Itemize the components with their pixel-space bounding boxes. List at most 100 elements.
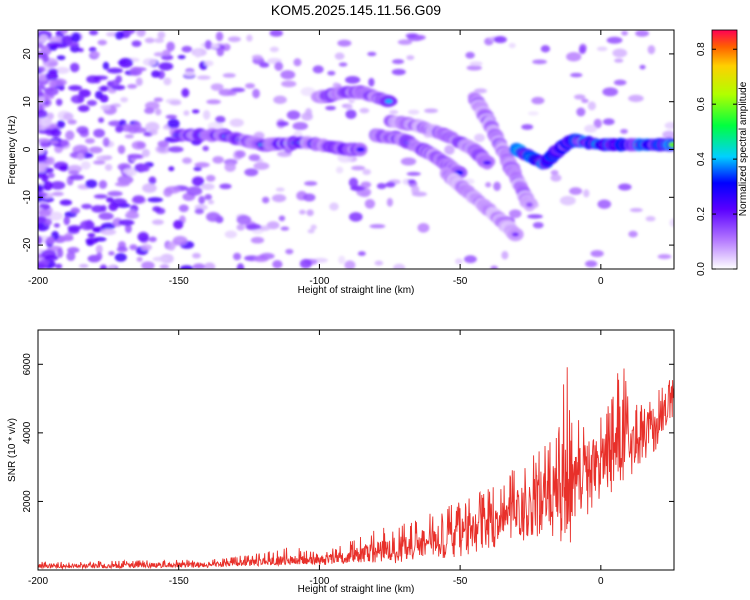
heatmap-cell [581,98,589,103]
heatmap-cell [99,264,108,269]
heatmap-cell [367,51,377,57]
heatmap-cell [97,39,108,46]
heatmap-cell [141,164,150,172]
heatmap-cell [245,83,256,89]
heatmap-cell [612,48,628,58]
x-tick-label: -200 [28,276,48,287]
heatmap-cell [345,105,353,110]
heatmap-cell [186,186,203,196]
heatmap-cell [137,231,149,242]
heatmap-cell [38,184,44,193]
heatmap-cell [483,160,492,165]
heatmap-cell [135,77,143,87]
heatmap-ridge [509,133,674,170]
heatmap-ridge [172,128,368,157]
heatmap-ridges [172,85,674,242]
heatmap-cell [329,202,339,211]
heatmap-cell [573,94,586,100]
heatmap-cell [406,171,421,176]
heatmap-cell [78,89,91,98]
heatmap-cell [621,30,628,36]
heatmap-cell [261,196,270,204]
heatmap-cell [566,52,582,62]
heatmap-cell [602,87,619,97]
heatmap-cell [152,206,162,212]
heatmap-cell [374,260,384,266]
heatmap-cell [327,70,336,76]
heatmap-cell [132,127,147,134]
heatmap-cell [100,104,111,111]
heatmap-cell [280,70,296,80]
colorbar-ticks: 0.0 0.2 0.4 0.6 0.8 [696,42,737,276]
heatmap-cell [508,209,522,219]
heatmap-cell [235,150,246,158]
heatmap-cell [647,45,656,55]
heatmap-cell [570,72,583,78]
heatmap-cell [44,87,59,96]
heatmap-cell [38,162,47,173]
heatmap-cell [55,66,70,74]
heatmap-cell [393,263,406,269]
heatmap-cell [38,262,47,269]
heatmap-cell [76,152,85,161]
heatmap-cell [177,54,186,60]
heatmap-cell [526,202,533,208]
heatmap-cell [106,196,114,203]
snr-frame [37,329,675,571]
heatmap-cell [527,111,539,116]
heatmap-cell [59,235,74,242]
x-tick-label: -150 [169,276,189,287]
heatmap-cell [194,208,205,215]
heatmap-cell [38,42,44,49]
heatmap-cell [88,47,97,53]
heatmap-cell [160,54,174,61]
heatmap-cell [54,263,63,269]
heatmap-cell [668,141,674,148]
heatmap-cell [508,42,516,49]
heatmap-cell [299,209,306,215]
heatmap-cell [392,59,405,65]
heatmap-cell [359,107,370,114]
heatmap-cell [41,176,48,183]
heatmap-cell [48,36,65,44]
heatmap-cell [614,58,624,63]
heatmap-cell [141,261,155,269]
heatmap-cell [204,194,212,201]
heatmap-cell [360,181,372,188]
heatmap-cell [48,211,63,221]
heatmap-cell [38,109,48,119]
heatmap-cell [70,207,81,214]
heatmap-cell [620,128,628,134]
heatmap-cell [351,165,366,171]
heatmap-cell [357,251,366,256]
heatmap-cell [275,187,285,192]
heatmap-cell [38,192,48,197]
heatmap-cell [602,118,615,126]
heatmap-cell [81,161,91,170]
heatmap-cell [173,219,184,230]
heatmap-cell [259,252,275,260]
heatmap-cell [281,80,297,88]
heatmap-cell [618,183,632,191]
heatmap-cell [48,45,58,51]
heatmap-cell [142,183,157,193]
heatmap-cell [236,215,252,225]
heatmap-cell [417,223,430,233]
heatmap-cell [71,32,81,43]
heatmap-cell [224,230,238,239]
x-tick-label: -150 [169,576,189,587]
heatmap-cell [142,58,157,66]
heatmap-cell [540,45,551,53]
heatmap-cell [203,262,216,269]
heatmap-cell [252,88,260,99]
heatmap-cell [303,193,316,202]
heatmap-cell [88,30,99,36]
heatmap-cell [157,31,166,39]
heatmap-cell [664,122,674,130]
heatmap-cell [181,88,190,98]
heatmap-cell [531,96,545,105]
heatmap-cell [63,215,70,226]
heatmap-cell [179,265,194,269]
heatmap-cell [51,191,64,197]
heatmap-cell [100,228,117,236]
